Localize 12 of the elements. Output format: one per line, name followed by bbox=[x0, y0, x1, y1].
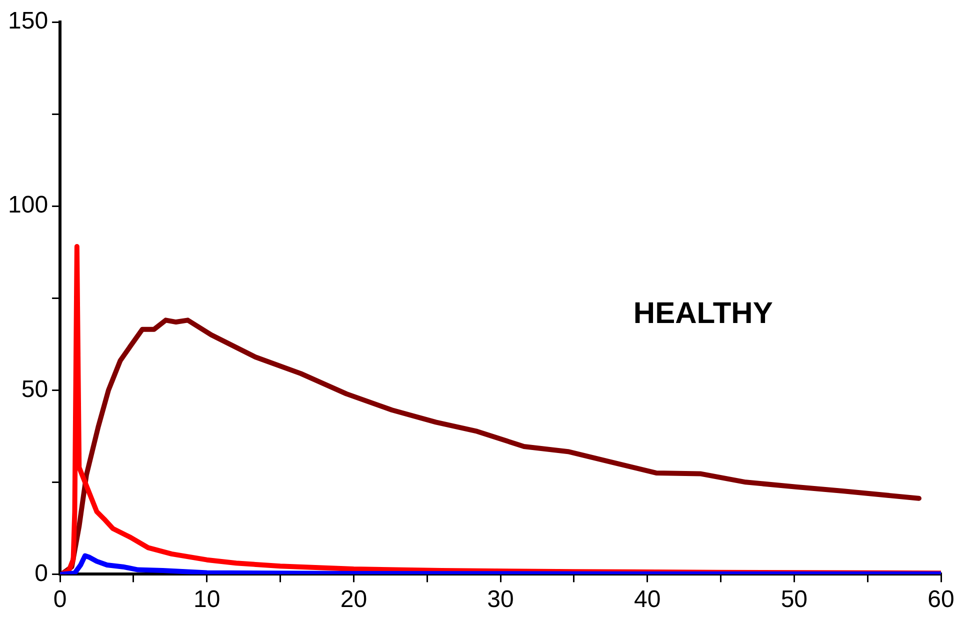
annotation: HEALTHY bbox=[633, 296, 773, 330]
x-tick-label: 60 bbox=[928, 586, 954, 614]
y-tick-label: 150 bbox=[8, 8, 48, 35]
y-tick-label: 50 bbox=[21, 376, 48, 403]
x-tick-label: 20 bbox=[340, 586, 368, 614]
x-tick-label: 40 bbox=[634, 586, 661, 614]
x-tick-label: 50 bbox=[780, 586, 808, 614]
y-tick-label: 100 bbox=[8, 192, 48, 219]
x-tick-label: 10 bbox=[194, 586, 220, 614]
x-tick-label: 0 bbox=[53, 586, 67, 614]
x-tick-label: 30 bbox=[487, 586, 514, 614]
y-tick-label: 0 bbox=[34, 560, 48, 587]
